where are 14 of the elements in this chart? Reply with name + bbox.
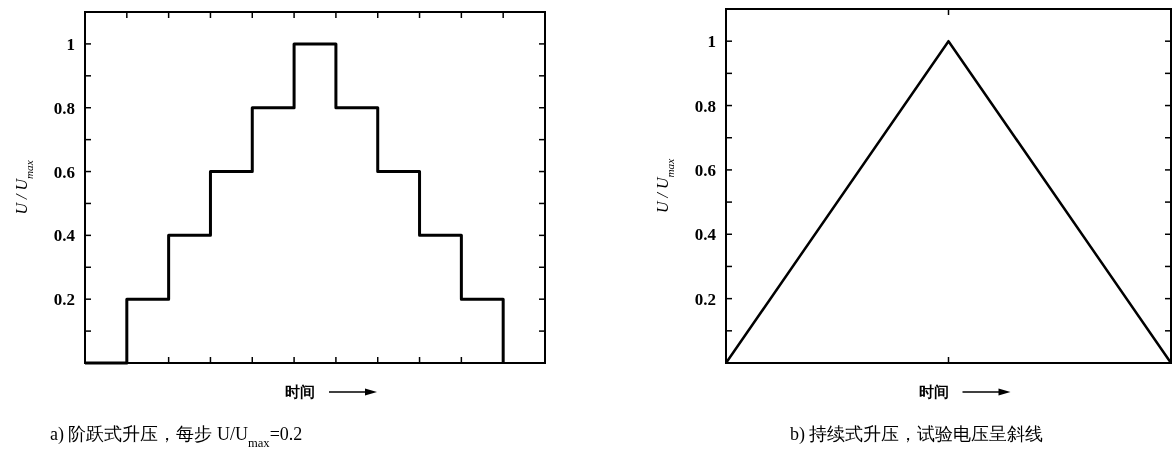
y-tick-label: 0.6 — [53, 162, 75, 182]
text: b) 持续式升压，试验电压呈斜线 — [790, 424, 1044, 445]
y-tick-label: 0.2 — [694, 289, 716, 309]
x-axis-title: 时间 — [285, 384, 315, 400]
y-tick-label: 1 — [707, 32, 716, 52]
y-tick-label: 0.8 — [694, 96, 716, 116]
y-tick-label: 0.4 — [694, 225, 717, 245]
x-axis-title: 时间 — [918, 384, 949, 400]
y-tick-label: 1 — [66, 34, 75, 54]
y-tick-label: 0.4 — [53, 226, 76, 246]
text: a) 阶跃式升压，每步 U/U$_{max}$=0.2 — [50, 424, 303, 450]
y-tick-label: 0.6 — [694, 160, 716, 180]
y-tick-label: 0.2 — [53, 290, 75, 310]
y-tick-label: 0.8 — [53, 98, 75, 118]
